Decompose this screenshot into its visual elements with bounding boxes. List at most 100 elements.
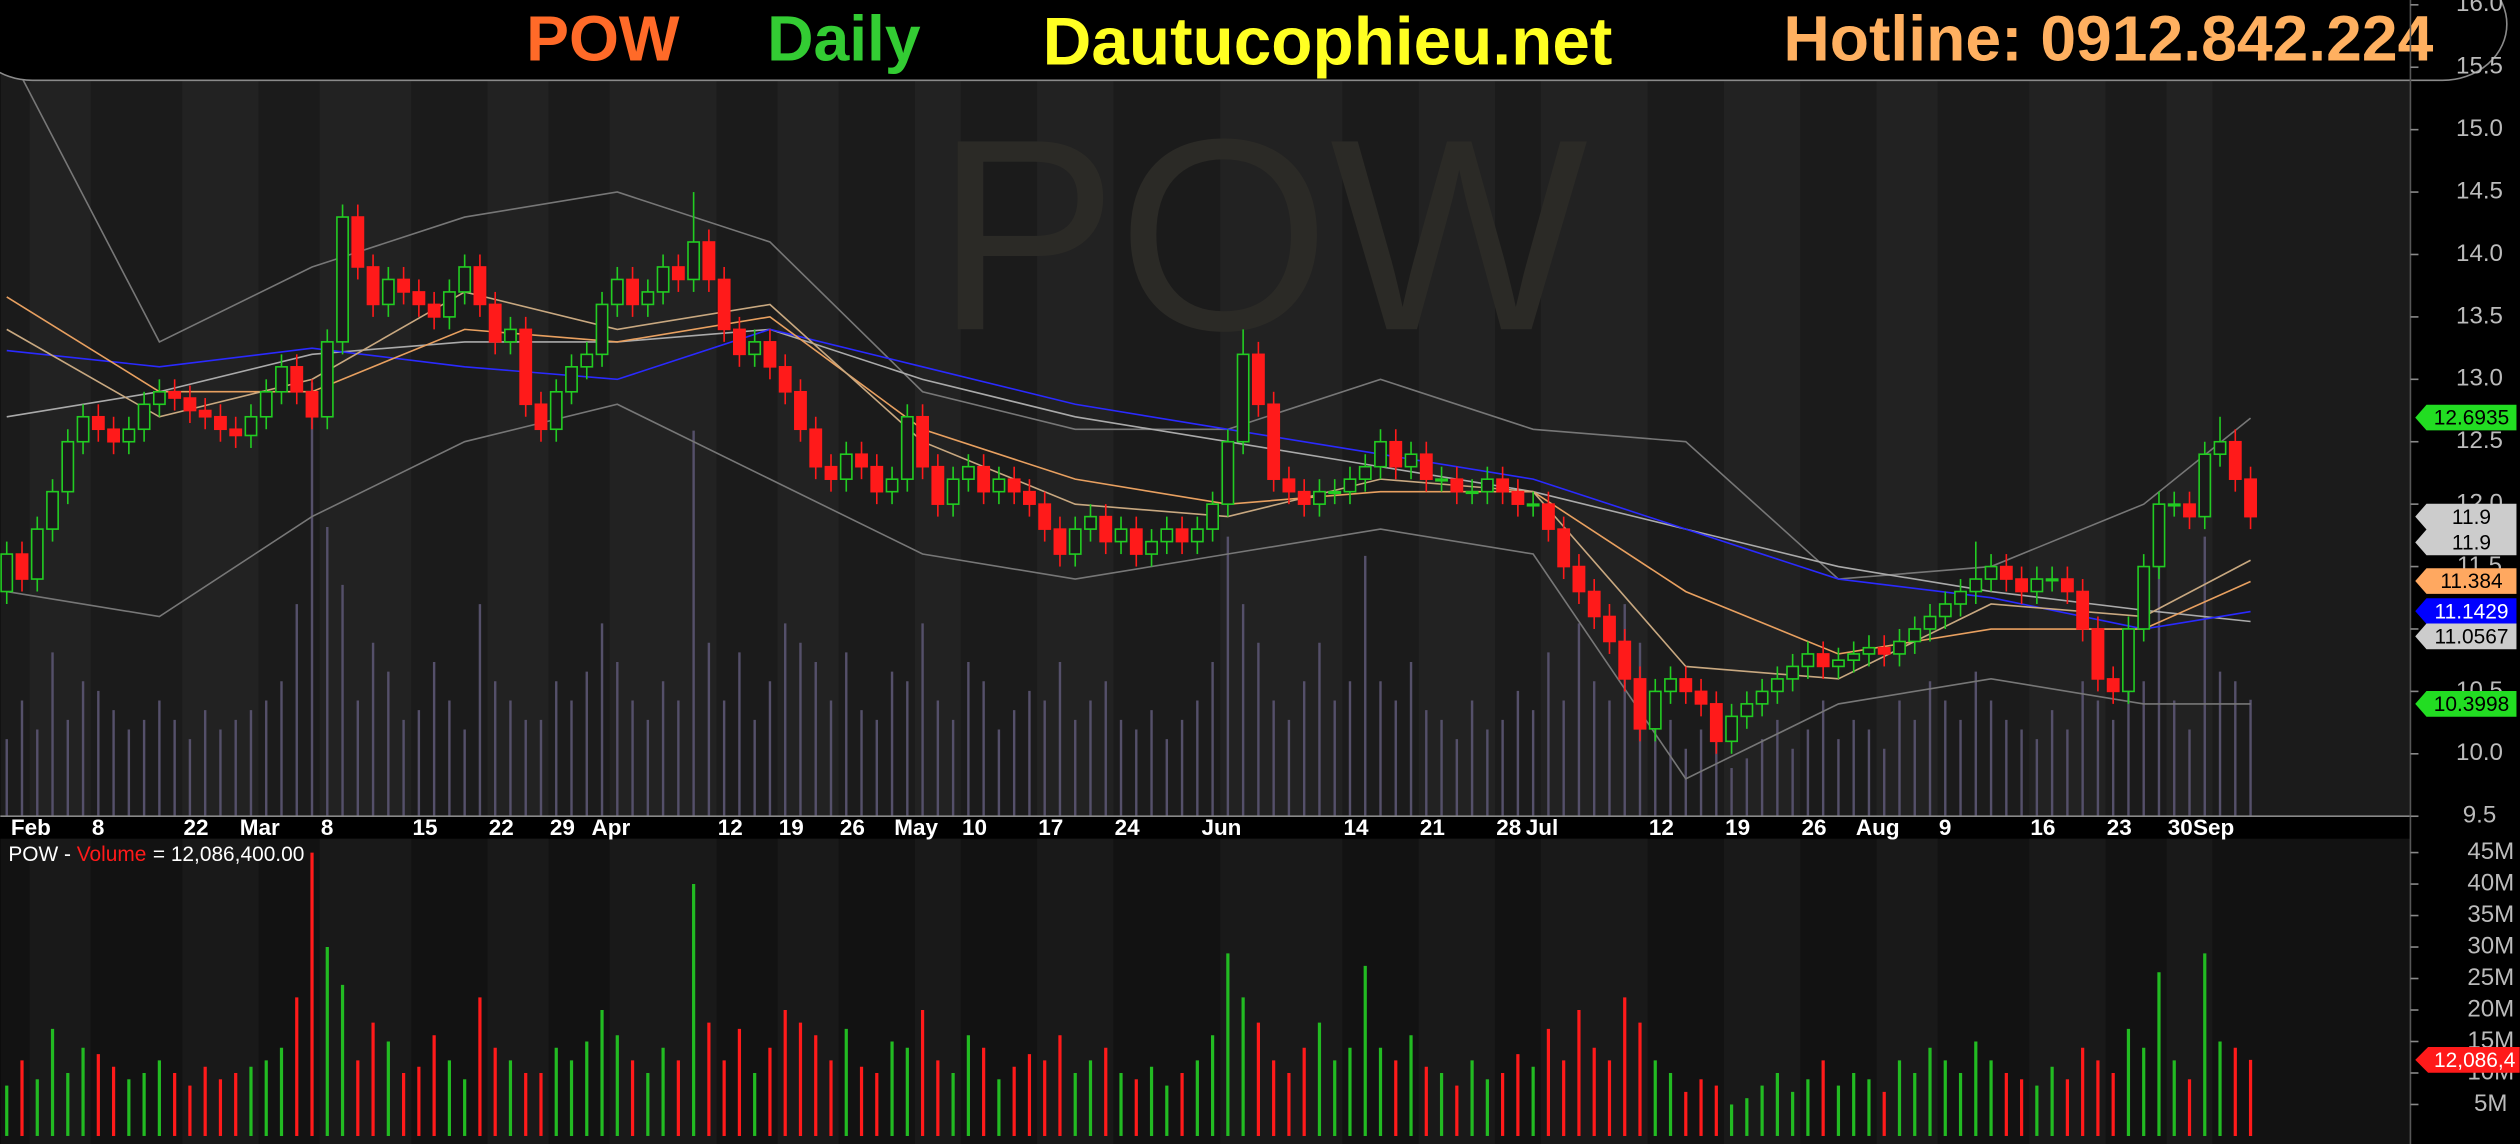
candle-body (687, 241, 701, 281)
candle-body (1099, 515, 1113, 543)
candle-body (2030, 578, 2044, 593)
legend-prefix: POW - (8, 842, 76, 865)
candle-body (2106, 678, 2120, 693)
candle-body (1084, 515, 1097, 530)
stripe (1876, 838, 1938, 1144)
watermark: POW (935, 82, 1590, 387)
y-tick-label: 14.5 (2456, 177, 2503, 204)
x-tick-label: 21 (1420, 815, 1445, 840)
volume-legend: POW - Volume = 12,086,400.00 (8, 842, 304, 865)
candle-body (198, 409, 212, 418)
candle-body (1938, 603, 1952, 618)
candle-body (1435, 478, 1448, 482)
candle-body (671, 266, 685, 281)
candle-body (900, 415, 914, 480)
candle-body (839, 453, 853, 480)
stripe (319, 0, 412, 817)
candle-body (1496, 478, 1510, 493)
candle-body (565, 366, 578, 393)
y-tick-label: 13.0 (2456, 365, 2503, 392)
y-tick-label: 35M (2467, 901, 2514, 928)
candle-body (732, 328, 746, 356)
candle-body (2015, 578, 2029, 593)
header-period: Daily (767, 2, 921, 74)
x-tick-label: 8 (321, 815, 334, 840)
candle-body (168, 390, 182, 399)
candle-body (152, 390, 166, 406)
legend-readout: = 12,086,400.00 (153, 842, 305, 865)
price-tag (2415, 529, 2517, 556)
candle-body (2167, 503, 2181, 507)
stripe (29, 838, 91, 1144)
x-tick-label: Apr (592, 815, 631, 840)
candle-body (1450, 478, 1464, 493)
candle-body (1129, 528, 1143, 555)
candle-body (1999, 565, 2013, 580)
candle-body (1557, 528, 1571, 568)
y-tick-label: 45M (2467, 838, 2514, 865)
candle-body (1664, 678, 1677, 693)
candle-body (107, 428, 121, 443)
x-tick-label: 22 (489, 815, 514, 840)
x-tick-label: 28 (1496, 815, 1521, 840)
y-tick-label: 30M (2467, 932, 2514, 959)
y-tick-label: 15.0 (2456, 115, 2503, 142)
candle-body (946, 478, 960, 505)
candle-body (824, 465, 838, 480)
candle-body (1740, 703, 1754, 718)
candle-body (702, 241, 716, 281)
candle-body (1725, 715, 1739, 743)
plot (0, 48, 2257, 1136)
candle-body (1648, 690, 1662, 730)
price-tag-label: 10.3998 (2434, 693, 2509, 716)
price-tag (2415, 404, 2517, 431)
stripe (1418, 0, 1495, 817)
candle-body (1297, 490, 1311, 505)
candle-body (2228, 440, 2242, 480)
value-tag-label: 12,086,4 (2434, 1049, 2515, 1072)
x-tick-label: 23 (2107, 815, 2132, 840)
x-tick-label: Jul (1526, 815, 1559, 840)
candle-body (1831, 659, 1845, 668)
candle-body (1541, 503, 1555, 530)
candle-body (1053, 528, 1067, 555)
candle-body (1251, 353, 1265, 406)
candle-body (1419, 453, 1433, 480)
candle-body (1206, 503, 1220, 530)
candle-body (1313, 490, 1326, 505)
y-tick-label: 13.5 (2456, 302, 2503, 329)
candle-body (1770, 678, 1784, 693)
x-tick-label: Sep (2193, 815, 2234, 840)
candle-body (534, 403, 548, 431)
candle-body (748, 341, 762, 356)
candle-body (122, 428, 136, 443)
candle-body (1358, 465, 1372, 480)
x-tick-label: 12 (1649, 815, 1674, 840)
price-tag-label: 12.6935 (2434, 407, 2509, 430)
candle-body (916, 415, 930, 468)
candle-body (2137, 565, 2151, 630)
candle-body (305, 390, 319, 418)
candle-body (381, 278, 395, 306)
candle-body (641, 291, 655, 306)
candle-body (1969, 578, 1983, 593)
candle-body (1908, 628, 1922, 643)
header-box (0, 0, 2508, 82)
candle-body (1175, 528, 1189, 543)
stripe (1220, 838, 1343, 1144)
candle-body (2244, 478, 2257, 518)
x-tick-label: 22 (183, 815, 208, 840)
candle-body (1694, 690, 1708, 705)
candle-body (1511, 490, 1525, 505)
candle-body (1374, 440, 1387, 468)
price-tag-label: 11.0567 (2435, 625, 2509, 648)
candle-body (1587, 590, 1601, 618)
y-tick-label: 15.5 (2456, 53, 2503, 80)
candle-body (1679, 678, 1693, 693)
candle-body (214, 415, 227, 431)
candle-body (580, 353, 594, 368)
candle-body (351, 216, 365, 268)
candle-body (91, 415, 105, 431)
candle-body (2045, 578, 2059, 582)
